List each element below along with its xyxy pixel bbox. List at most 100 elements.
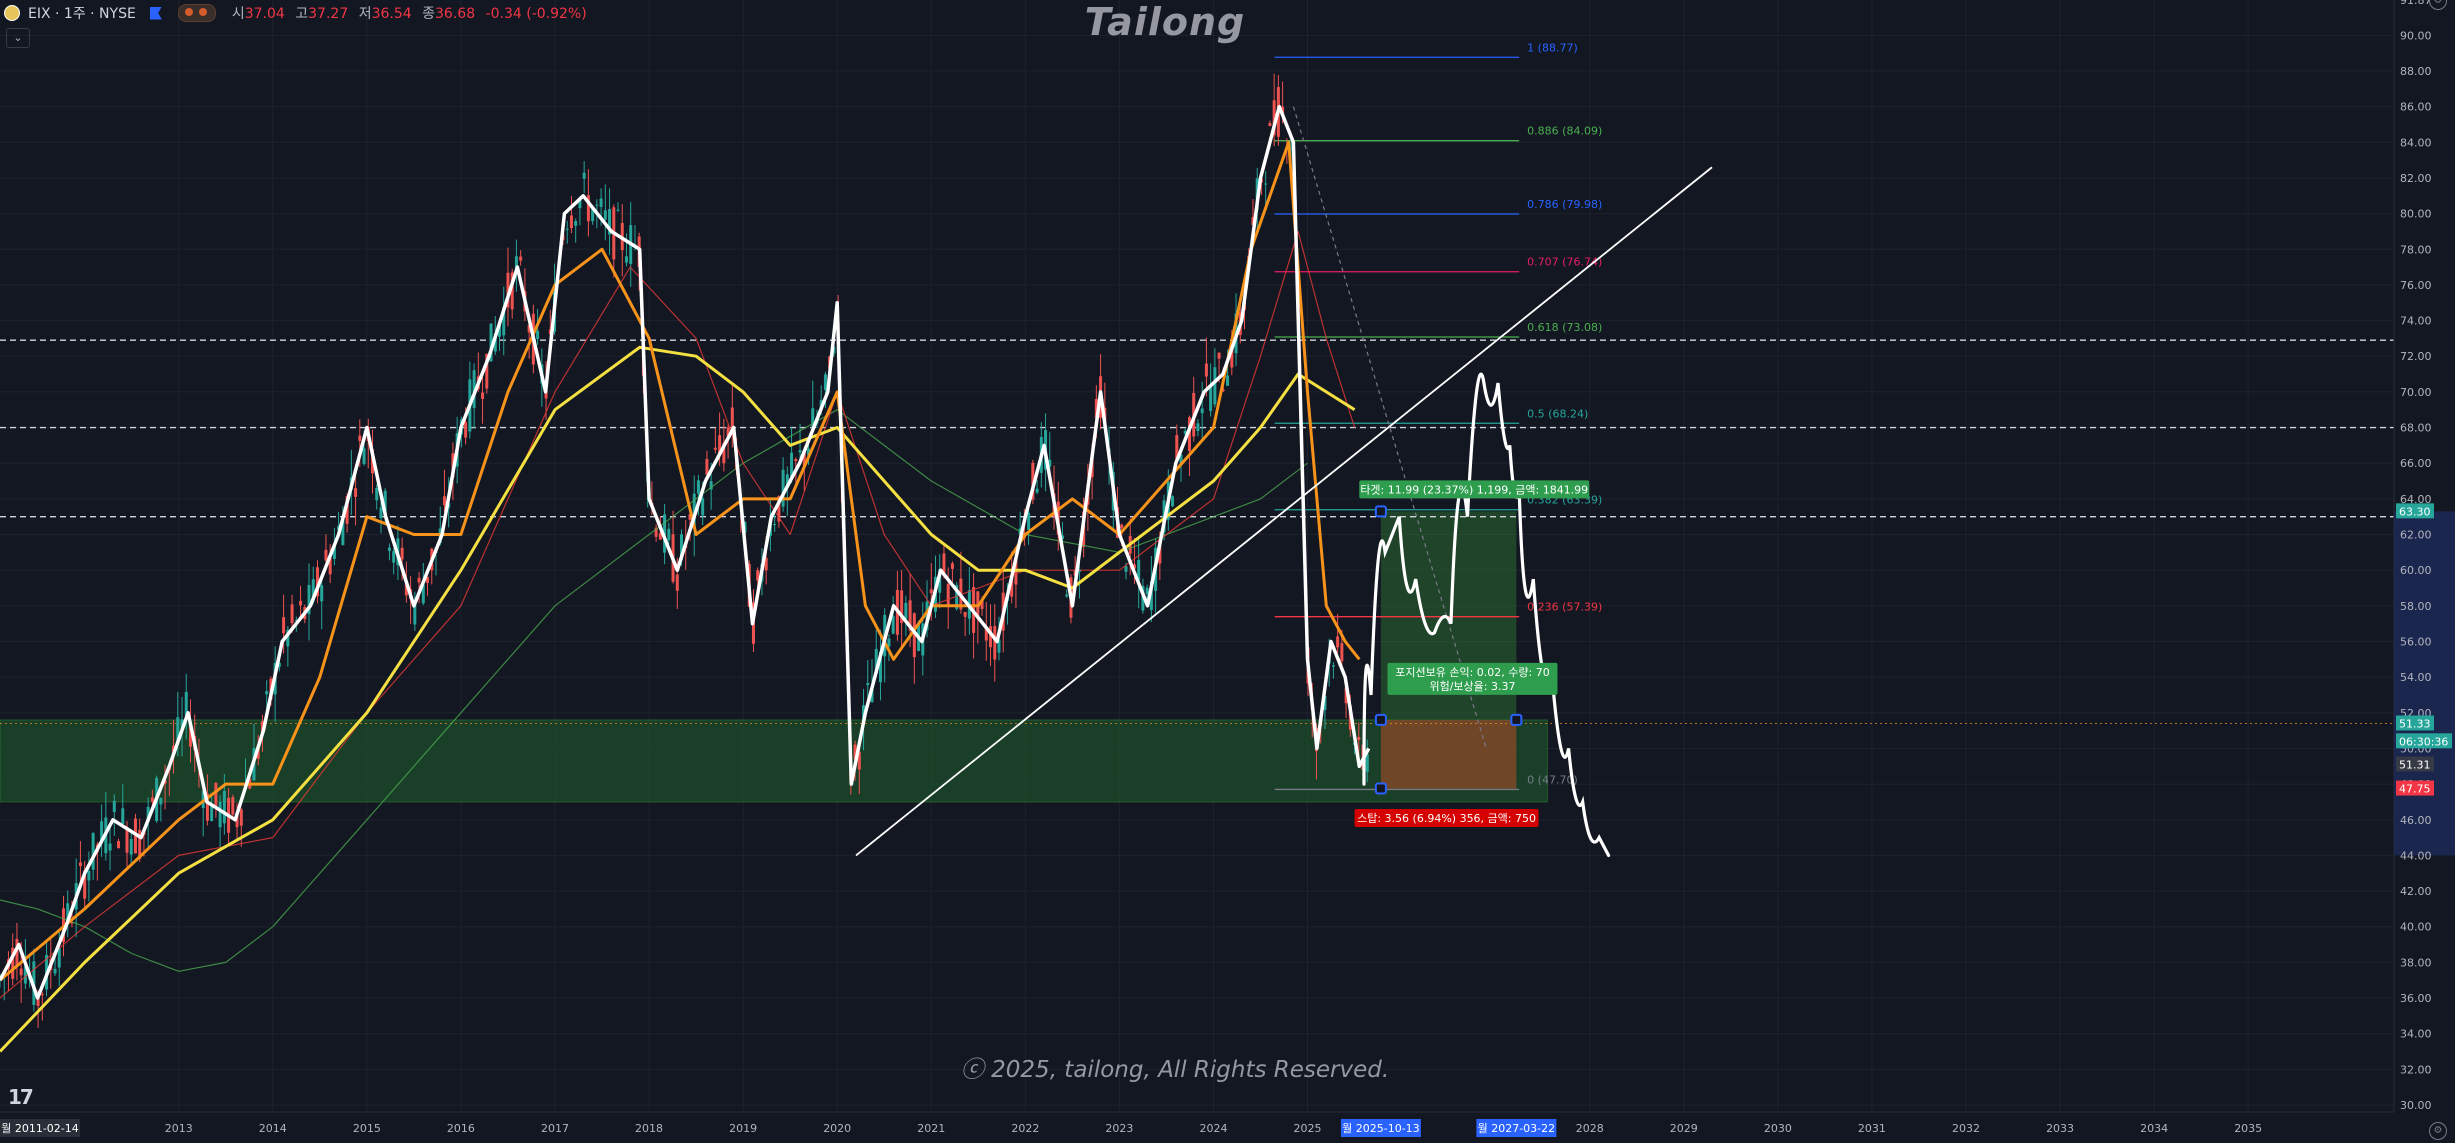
price-tag-label: 47.75 <box>2399 783 2431 796</box>
candle-body <box>307 585 311 615</box>
candle-body <box>66 903 70 925</box>
series-line-orange-ma <box>0 140 1361 982</box>
candle-body <box>1065 594 1069 597</box>
candle-body <box>887 638 891 647</box>
candle-body <box>929 589 933 594</box>
candle-body <box>400 547 404 560</box>
price-axis-tick: 88.00 <box>2400 65 2432 78</box>
price-axis-tick: 40.00 <box>2400 921 2432 934</box>
candle-body <box>1365 754 1369 772</box>
candle-body <box>608 209 612 235</box>
candle-body <box>138 830 142 859</box>
candle-body <box>1124 566 1128 572</box>
candle-body <box>874 648 878 674</box>
candle-body <box>1196 423 1200 432</box>
time-axis-tick: 2021 <box>917 1122 945 1135</box>
price-axis-tick: 66.00 <box>2400 457 2432 470</box>
symbol-title[interactable]: EIX · 1주 · NYSE <box>28 6 136 22</box>
candle-body <box>354 488 358 497</box>
candle-body <box>176 717 180 745</box>
price-axis-tick: 68.00 <box>2400 422 2432 435</box>
price-tag-label: 63.30 <box>2399 505 2431 518</box>
candle-body <box>442 496 446 506</box>
candle-body <box>299 600 303 606</box>
candle-body <box>163 780 167 784</box>
candle-body <box>180 719 184 731</box>
stop-label-text: 스탑: 3.56 (6.94%) 356, 금액: 750 <box>1357 812 1536 825</box>
gear-icon[interactable]: ⚙ <box>2429 1122 2447 1140</box>
candle-body <box>464 422 468 438</box>
fib-level-label: 0.618 (73.08) <box>1527 321 1602 334</box>
candle-body <box>362 448 366 464</box>
candle-body <box>87 870 91 881</box>
price-tag-label: 06:30:36 <box>2399 735 2448 748</box>
candle-body <box>379 507 383 519</box>
candle-body <box>1010 576 1014 597</box>
indicator-toggle-icon[interactable] <box>177 4 216 22</box>
candle-body <box>942 553 946 577</box>
candle-body <box>36 994 40 1006</box>
candle-body <box>514 256 518 270</box>
tradingview-logo-icon[interactable]: 17 <box>8 1085 34 1109</box>
candle-body <box>311 579 315 602</box>
candle-body <box>718 435 722 455</box>
candle-body <box>150 797 154 802</box>
candle-body <box>392 551 396 563</box>
price-axis-tick: 32.00 <box>2400 1063 2432 1076</box>
candle-body <box>1200 408 1204 414</box>
candle-body <box>125 828 129 853</box>
candle-body <box>688 514 692 520</box>
price-axis-tick: 64.00 <box>2400 493 2432 506</box>
chevron-down-icon[interactable]: ⌄ <box>6 28 30 48</box>
candle-body <box>1171 496 1175 507</box>
candle-body <box>798 450 802 453</box>
candle-body <box>624 256 628 263</box>
candle-body <box>481 392 485 399</box>
series-line-green-ma <box>0 409 1308 972</box>
date-tag-label: 월 2025-10-13 <box>1342 1122 1420 1135</box>
candle-body <box>705 458 709 475</box>
time-axis-tick: 2013 <box>165 1122 193 1135</box>
price-axis-tick: 86.00 <box>2400 101 2432 114</box>
time-axis-tick: 2025 <box>1294 1122 1322 1135</box>
candle-body <box>980 600 984 609</box>
candle-body <box>802 450 806 467</box>
candle-body <box>1272 100 1276 136</box>
price-axis-tick: 74.00 <box>2400 315 2432 328</box>
flag-icon[interactable] <box>149 6 162 20</box>
time-axis-tick: 2022 <box>1011 1122 1039 1135</box>
series-line-yellow-ma <box>0 345 1356 1053</box>
candle-body <box>764 557 768 571</box>
candle-body <box>696 480 700 494</box>
candle-body <box>222 791 226 824</box>
candle-body <box>1336 636 1340 648</box>
fib-level-label: 1 (88.77) <box>1527 41 1578 54</box>
candle-body <box>807 448 811 456</box>
candle-body <box>421 584 425 604</box>
price-tag-label: 51.31 <box>2399 758 2431 771</box>
candle-body <box>100 821 104 844</box>
price-tag-label: 51.33 <box>2399 717 2431 730</box>
candle-body <box>341 519 345 546</box>
candle-body <box>1209 386 1213 411</box>
price-axis-tick: 56.00 <box>2400 635 2432 648</box>
candle-body <box>654 527 658 537</box>
fib-level-label: 0.886 (84.09) <box>1527 125 1602 138</box>
candle-body <box>57 948 61 968</box>
candle-body <box>502 306 506 336</box>
price-axis-tick: 82.00 <box>2400 172 2432 185</box>
candle-body <box>324 549 328 561</box>
candle-body <box>785 474 789 488</box>
candle-body <box>40 994 44 996</box>
price-axis-tick: 36.00 <box>2400 992 2432 1005</box>
candle-body <box>1175 435 1179 460</box>
position-handle <box>1374 782 1387 795</box>
candle-body <box>997 639 1001 653</box>
candle-body <box>15 938 19 967</box>
candle-body <box>536 330 540 339</box>
time-axis-tick: 2015 <box>353 1122 381 1135</box>
candle-body <box>582 172 586 179</box>
